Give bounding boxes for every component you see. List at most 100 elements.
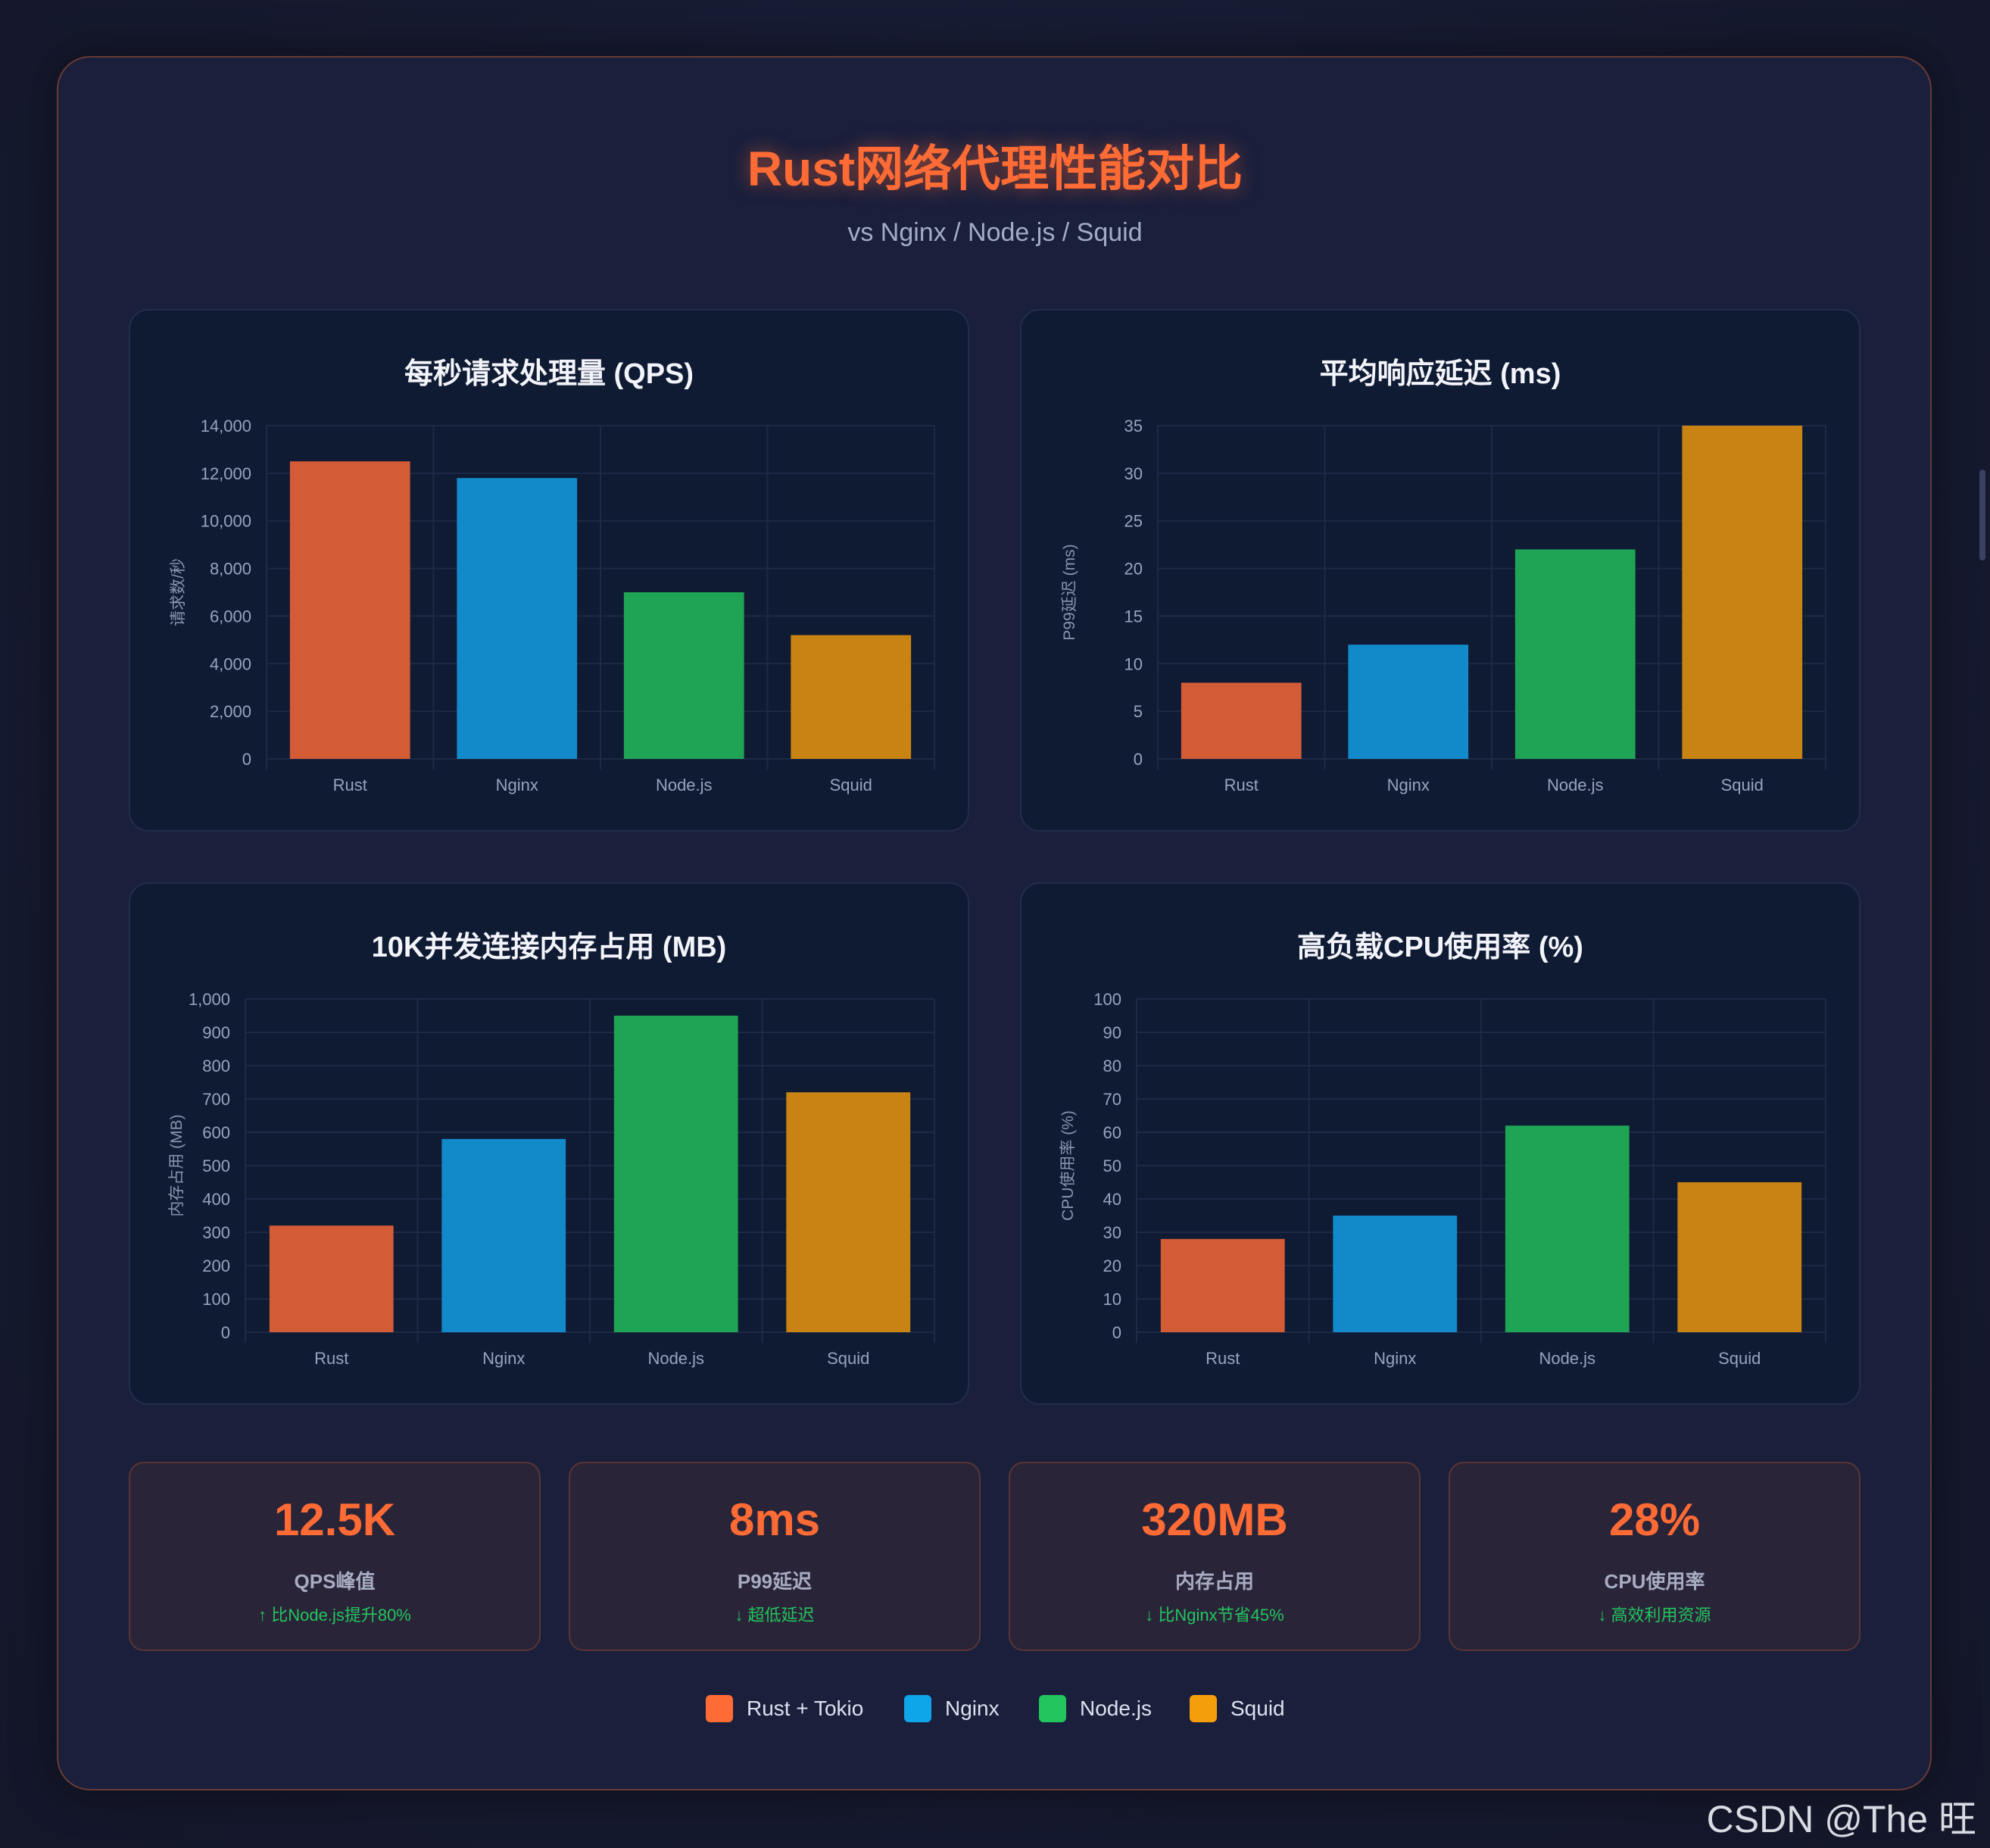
- y-tick-label: 50: [1103, 1157, 1121, 1175]
- bar-nginx: [457, 478, 578, 759]
- bar-rust: [289, 461, 410, 759]
- stat-label: QPS峰值: [294, 1570, 376, 1593]
- y-tick-label: 600: [202, 1123, 230, 1142]
- x-tick-label: Nginx: [1387, 776, 1430, 794]
- x-tick-label: Rust: [1206, 1349, 1240, 1368]
- bar-rust: [1160, 1238, 1285, 1332]
- y-axis-label: 内存占用 (MB): [168, 1114, 186, 1216]
- y-tick-label: 10,000: [201, 512, 251, 531]
- chart-title: 每秒请求处理量 (QPS): [404, 358, 694, 390]
- x-tick-label: Nginx: [1374, 1349, 1416, 1368]
- legend-label: Squid: [1230, 1697, 1285, 1720]
- stat-label: P99延迟: [737, 1570, 813, 1593]
- bar-nodejs: [613, 1016, 738, 1332]
- legend-item-rust: Rust + Tokio: [706, 1693, 863, 1724]
- y-tick-label: 700: [202, 1090, 230, 1109]
- x-tick-label: Nginx: [482, 1349, 525, 1368]
- y-tick-label: 0: [1134, 750, 1143, 769]
- bar-squid: [1677, 1182, 1802, 1332]
- y-tick-label: 5: [1134, 702, 1143, 721]
- y-tick-label: 35: [1124, 417, 1143, 435]
- stat-card-qps: 12.5K QPS峰值 ↑ 比Node.js提升80%: [129, 1462, 541, 1651]
- bar-nodejs: [623, 592, 744, 759]
- stat-card-latency: 8ms P99延迟 ↓ 超低延迟: [569, 1462, 981, 1651]
- y-tick-label: 400: [202, 1190, 230, 1209]
- stat-label: 内存占用: [1174, 1570, 1254, 1593]
- latency-chart-panel: 平均响应延迟 (ms) 0 5 10 15 20 25 30 35 P99延迟 (ms) Rust…: [1020, 309, 1861, 832]
- legend-label: Node.js: [1080, 1697, 1152, 1720]
- y-tick-label: 1,000: [189, 990, 230, 1009]
- stat-value: 8ms: [728, 1494, 821, 1545]
- legend-swatch: [1190, 1695, 1217, 1722]
- bar-nginx: [441, 1138, 566, 1332]
- y-tick-label: 100: [1093, 990, 1121, 1009]
- legend-label: Nginx: [945, 1697, 1000, 1720]
- y-tick-label: 800: [202, 1057, 230, 1075]
- y-tick-label: 30: [1124, 464, 1143, 483]
- x-tick-label: Node.js: [1547, 776, 1604, 794]
- y-tick-label: 40: [1103, 1190, 1121, 1209]
- stat-note: ↓ 超低延迟: [735, 1606, 815, 1625]
- x-tick-label: Node.js: [656, 776, 713, 794]
- y-tick-label: 70: [1103, 1090, 1121, 1109]
- y-tick-label: 500: [202, 1157, 230, 1175]
- legend-label: Rust + Tokio: [747, 1697, 864, 1720]
- stat-value: 28%: [1608, 1494, 1701, 1545]
- x-tick-label: Rust: [1224, 776, 1259, 794]
- y-tick-label: 0: [1112, 1323, 1121, 1342]
- page-scrollbar[interactable]: [1979, 470, 1985, 560]
- y-tick-label: 20: [1124, 560, 1143, 579]
- bar-nodejs: [1505, 1125, 1630, 1332]
- y-tick-label: 8,000: [210, 560, 251, 579]
- x-tick-label: Squid: [827, 1349, 869, 1368]
- y-axis-label: 请求数/秒: [170, 558, 187, 626]
- y-axis-label: P99延迟 (ms): [1061, 544, 1078, 640]
- bar-nginx: [1348, 645, 1469, 759]
- x-tick-label: Squid: [830, 776, 872, 794]
- y-tick-label: 80: [1103, 1057, 1121, 1075]
- y-tick-label: 15: [1124, 607, 1143, 626]
- stat-note: ↓ 比Nginx节省45%: [1145, 1606, 1284, 1625]
- bar-squid: [1682, 426, 1803, 759]
- y-tick-label: 6,000: [210, 607, 251, 626]
- y-tick-label: 10: [1124, 654, 1143, 673]
- stat-note: ↑ 比Node.js提升80%: [258, 1606, 411, 1625]
- y-tick-label: 25: [1124, 512, 1143, 531]
- y-tick-label: 900: [202, 1023, 230, 1042]
- bar-nodejs: [1514, 549, 1636, 759]
- x-tick-label: Rust: [314, 1349, 348, 1368]
- y-tick-label: 200: [202, 1256, 230, 1275]
- legend-swatch: [1039, 1695, 1066, 1722]
- y-tick-label: 300: [202, 1223, 230, 1242]
- memory-chart-panel: 10K并发连接内存占用 (MB) 0 100 200 300 400 500 600 700 8…: [129, 882, 969, 1405]
- chart-title: 10K并发连接内存占用 (MB): [371, 932, 727, 963]
- legend-swatch: [706, 1695, 733, 1722]
- page-subtitle: vs Nginx / Node.js / Squid: [847, 218, 1143, 247]
- bar-squid: [791, 635, 912, 759]
- stat-card-cpu: 28% CPU使用率 ↓ 高效利用资源: [1449, 1462, 1861, 1651]
- y-tick-label: 10: [1103, 1290, 1121, 1309]
- watermark: CSDN @The 旺: [1706, 1798, 1976, 1840]
- stat-value: 320MB: [1141, 1494, 1288, 1545]
- legend-swatch: [904, 1695, 931, 1722]
- x-tick-label: Node.js: [647, 1349, 704, 1368]
- x-tick-label: Rust: [333, 776, 367, 794]
- latency-bar-chart: 0 5 10 15 20 25 30 35 P99延迟 (ms) Rust Nginx Node.js…: [1061, 417, 1826, 794]
- y-tick-label: 30: [1103, 1223, 1121, 1242]
- y-tick-label: 0: [221, 1323, 230, 1342]
- bar-nginx: [1333, 1216, 1458, 1332]
- qps-chart-panel: 每秒请求处理量 (QPS) 0 2,000 4,000 6,000 8,000 10,00…: [129, 309, 969, 832]
- y-tick-label: 2,000: [210, 702, 251, 721]
- memory-bar-chart: 0 100 200 300 400 500 600 700 800 900 1,000 内存占用 (M…: [168, 990, 935, 1368]
- chart-title: 平均响应延迟 (ms): [1319, 358, 1561, 390]
- y-tick-label: 20: [1103, 1256, 1121, 1275]
- x-tick-label: Squid: [1721, 776, 1764, 794]
- legend-item-squid: Squid: [1190, 1693, 1285, 1724]
- legend-item-nginx: Nginx: [904, 1693, 1000, 1724]
- bar-squid: [786, 1092, 911, 1332]
- y-tick-label: 12,000: [201, 464, 251, 483]
- cpu-bar-chart: 0 10 20 30 40 50 60 70 80 90 100 CPU使用率 (%) Rust Ngin…: [1059, 990, 1826, 1368]
- legend: Rust + Tokio Nginx Node.js Squid: [0, 1693, 1990, 1724]
- y-tick-label: 90: [1103, 1023, 1121, 1042]
- y-tick-label: 14,000: [201, 417, 251, 435]
